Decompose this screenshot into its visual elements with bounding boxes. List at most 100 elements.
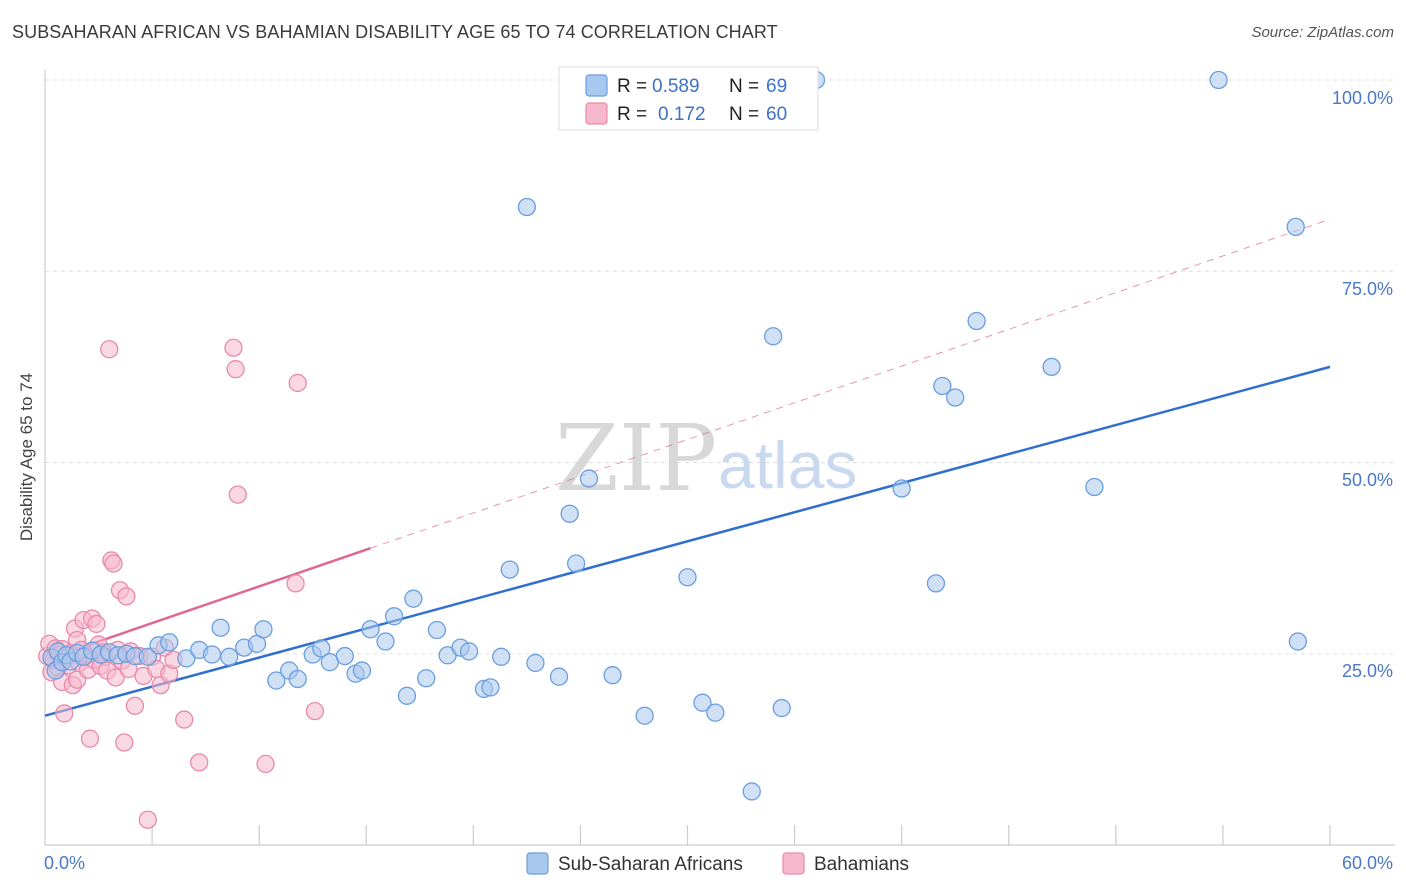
data-point-bahamians <box>87 614 106 634</box>
legend-top: R = 0.589 N = 69 R = 0.172 N = 60 <box>558 66 819 131</box>
data-point-subsaharan <box>1288 632 1308 651</box>
source-label: Source: ZipAtlas.com <box>1251 24 1394 41</box>
data-point-subsaharan <box>288 669 307 689</box>
data-point-subsaharan <box>892 479 911 498</box>
data-point-bahamians <box>288 373 307 393</box>
data-point-subsaharan <box>764 327 783 346</box>
data-point-subsaharan <box>693 693 712 712</box>
y-tick-75: 75.0% <box>1342 279 1393 299</box>
data-point-subsaharan <box>678 568 697 587</box>
data-point-subsaharan <box>384 607 404 626</box>
legend-bottom: Sub-Saharan Africans Bahamians <box>526 852 909 875</box>
data-point-subsaharan <box>335 646 354 666</box>
data-point-bahamians <box>104 554 123 573</box>
legend-n-value-2: 60 <box>766 104 787 125</box>
watermark-zip: ZIP <box>555 405 717 512</box>
legend-swatch-pink <box>585 102 608 125</box>
data-point-subsaharan <box>772 698 791 718</box>
y-tick-100: 100.0% <box>1332 88 1393 108</box>
data-point-subsaharan <box>1042 357 1061 377</box>
legend-r-label-2: R = <box>617 104 647 125</box>
data-point-subsaharan <box>1286 217 1305 237</box>
data-point-subsaharan <box>267 671 286 690</box>
watermark-atlas: atlas <box>718 428 857 502</box>
legend-bottom-swatch-blue <box>526 852 549 875</box>
data-point-subsaharan <box>481 678 500 697</box>
data-point-bahamians <box>224 338 243 357</box>
legend-r-value-1: 0.589 <box>652 76 700 97</box>
legend-n-label-2: N = <box>729 104 759 125</box>
data-point-subsaharan <box>706 703 725 722</box>
data-point-subsaharan <box>526 653 545 673</box>
data-point-subsaharan <box>417 669 436 688</box>
data-point-subsaharan <box>376 632 395 651</box>
data-point-bahamians <box>305 701 325 721</box>
data-point-bahamians <box>117 587 136 606</box>
data-point-subsaharan <box>312 639 331 658</box>
data-point-subsaharan <box>933 376 952 396</box>
data-point-bahamians <box>286 574 305 593</box>
data-point-bahamians <box>55 704 74 723</box>
data-point-bahamians <box>190 753 209 772</box>
data-point-subsaharan <box>946 388 965 407</box>
data-point-bahamians <box>106 668 125 687</box>
data-point-subsaharan <box>579 469 599 488</box>
subsaharan-points <box>42 70 1308 801</box>
data-point-subsaharan <box>404 589 423 608</box>
legend-r-label-1: R = <box>617 76 647 97</box>
x-axis-ticks <box>151 825 1331 845</box>
legend-r-value-2: 0.172 <box>658 104 706 125</box>
data-point-subsaharan <box>202 645 222 664</box>
trendline-pink-dashed <box>370 218 1331 549</box>
data-point-subsaharan <box>220 647 239 666</box>
data-point-subsaharan <box>361 620 380 639</box>
data-point-subsaharan <box>500 560 519 579</box>
legend-bottom-label-pink: Bahamians <box>814 854 909 875</box>
gridlines <box>45 79 1395 655</box>
data-point-subsaharan <box>1085 477 1104 497</box>
x-tick-0: 0.0% <box>44 853 85 873</box>
trendline-blue <box>44 365 1331 717</box>
chart-title: SUBSAHARAN AFRICAN VS BAHAMIAN DISABILIT… <box>12 22 778 42</box>
data-point-subsaharan <box>160 633 179 652</box>
data-point-bahamians <box>100 340 119 359</box>
data-point-subsaharan <box>211 618 230 637</box>
data-point-subsaharan <box>492 647 511 666</box>
data-point-subsaharan <box>352 661 372 680</box>
x-tick-60: 60.0% <box>1342 853 1393 873</box>
data-point-subsaharan <box>635 706 654 725</box>
data-point-subsaharan <box>459 642 479 661</box>
data-point-subsaharan <box>427 620 447 640</box>
legend-n-value-1: 69 <box>766 76 787 97</box>
data-point-subsaharan <box>549 667 569 686</box>
legend-bottom-label-blue: Sub-Saharan Africans <box>558 854 743 875</box>
data-point-subsaharan <box>177 649 196 668</box>
data-point-subsaharan <box>517 197 537 217</box>
legend-swatch-blue <box>585 74 608 97</box>
data-point-subsaharan <box>254 620 273 639</box>
data-point-subsaharan <box>1209 70 1228 90</box>
data-point-bahamians <box>138 810 157 829</box>
data-point-bahamians <box>228 485 247 504</box>
data-point-subsaharan <box>397 686 417 705</box>
data-point-bahamians <box>226 360 245 379</box>
data-point-bahamians <box>115 733 134 752</box>
legend-bottom-swatch-pink <box>782 852 805 875</box>
data-point-subsaharan <box>566 554 586 573</box>
y-tick-25: 25.0% <box>1342 661 1393 681</box>
data-point-subsaharan <box>603 666 622 685</box>
y-axis-label: Disability Age 65 to 74 <box>17 373 36 541</box>
y-tick-50: 50.0% <box>1342 470 1393 490</box>
data-point-subsaharan <box>926 574 946 593</box>
legend-n-label-1: N = <box>729 76 759 97</box>
data-point-subsaharan <box>742 782 761 801</box>
data-point-subsaharan <box>967 311 986 331</box>
data-point-bahamians <box>80 729 100 748</box>
bahamians-points <box>37 338 325 829</box>
data-point-bahamians <box>175 710 194 729</box>
data-point-bahamians <box>125 696 145 715</box>
data-point-subsaharan <box>138 647 157 666</box>
data-point-subsaharan <box>560 504 579 523</box>
data-point-bahamians <box>256 754 275 774</box>
